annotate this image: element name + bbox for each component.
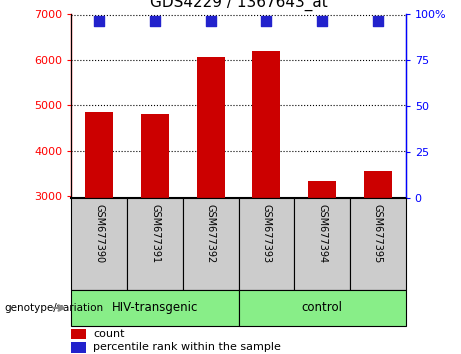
Point	[151, 18, 159, 23]
Text: GSM677392: GSM677392	[206, 204, 216, 263]
Bar	[364, 171, 392, 198]
Text: genotype/variation: genotype/variation	[5, 303, 104, 313]
Bar	[85, 112, 113, 198]
Bar	[71, 329, 87, 339]
Bar	[183, 198, 238, 290]
Bar	[127, 198, 183, 290]
Bar	[253, 51, 280, 198]
Point	[207, 18, 214, 23]
Text: GSM677391: GSM677391	[150, 204, 160, 263]
Text: GSM677395: GSM677395	[373, 204, 383, 263]
Bar	[71, 342, 87, 353]
Bar	[197, 57, 225, 198]
Text: GSM677394: GSM677394	[317, 204, 327, 263]
Text: GSM677390: GSM677390	[95, 204, 104, 263]
Bar	[350, 198, 406, 290]
Bar	[308, 181, 336, 198]
Point	[263, 18, 270, 23]
Bar	[238, 290, 406, 326]
Bar	[294, 198, 350, 290]
Text: GSM677393: GSM677393	[261, 204, 272, 263]
Bar	[141, 114, 169, 198]
Point	[374, 18, 382, 23]
Text: percentile rank within the sample: percentile rank within the sample	[93, 342, 281, 353]
Bar	[71, 290, 239, 326]
Title: GDS4229 / 1367643_at: GDS4229 / 1367643_at	[150, 0, 327, 11]
Bar	[238, 198, 294, 290]
Text: count: count	[93, 329, 124, 339]
Text: HIV-transgenic: HIV-transgenic	[112, 302, 198, 314]
Text: control: control	[301, 302, 343, 314]
Point	[95, 18, 103, 23]
Bar	[71, 198, 127, 290]
Point	[319, 18, 326, 23]
